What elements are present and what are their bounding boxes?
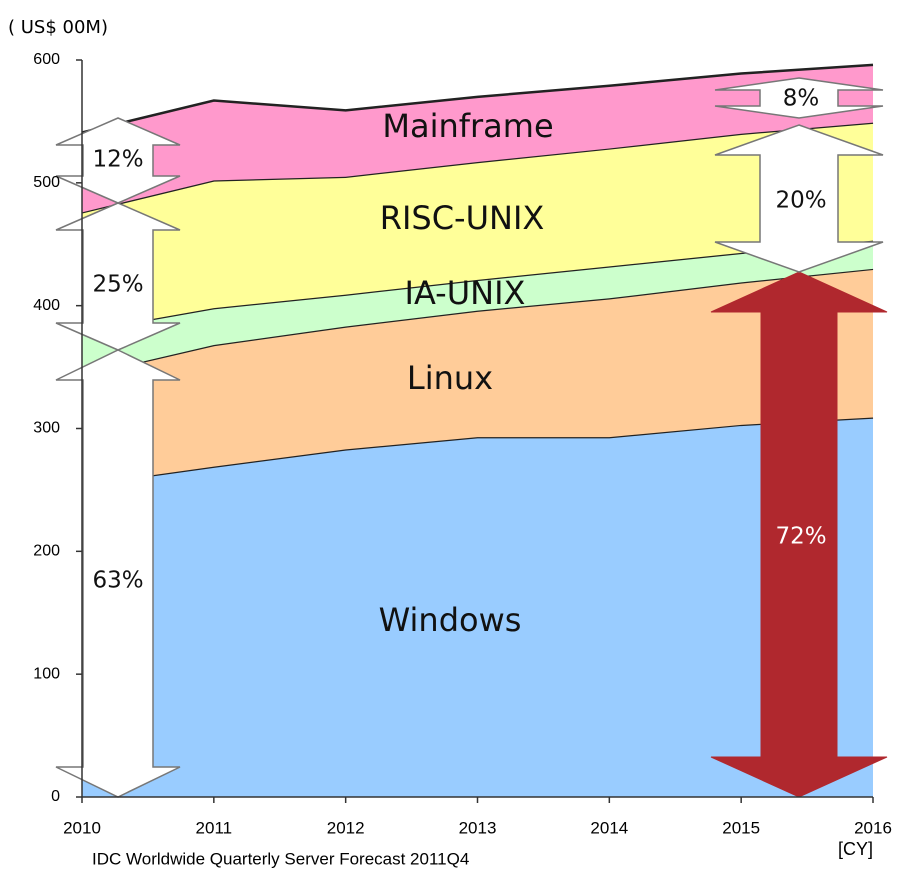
annotation: 12% — [92, 147, 143, 173]
x-axis-label: [CY] — [838, 839, 873, 859]
area — [82, 268, 873, 486]
x-tick-label: 2014 — [590, 818, 628, 837]
area — [82, 64, 873, 213]
x-tick-label: 2015 — [722, 818, 760, 837]
arrows — [55, 77, 888, 798]
area — [82, 240, 873, 376]
annotation: 8% — [783, 86, 820, 112]
area — [82, 122, 873, 332]
axes: 0 100 200 300 400 500 600 2010 2011 2012 2013 2014 2… — [33, 51, 892, 837]
arrow — [55, 202, 181, 351]
area-edge — [81, 121, 874, 214]
y-tick-label: 600 — [33, 51, 60, 68]
x-tick-label: 2016 — [854, 818, 892, 837]
y-tick-label: 200 — [33, 543, 60, 560]
y-tick-label: 0 — [51, 788, 60, 805]
series-label: RISC-UNIX — [380, 199, 545, 237]
series-label: Linux — [407, 359, 493, 397]
annotation: 72% — [775, 524, 826, 550]
x-tick-label: 2012 — [327, 818, 365, 837]
y-tick-label: 500 — [33, 174, 60, 191]
source: IDC Worldwide Quarterly Server Forecast … — [92, 849, 469, 868]
y-tick-label: 100 — [33, 665, 60, 682]
series-label: Windows — [379, 601, 522, 639]
y-tick-label: 400 — [33, 297, 60, 314]
x-tick-label: 2011 — [196, 818, 233, 837]
series-label: IA-UNIX — [405, 274, 526, 312]
annotation: 63% — [92, 568, 143, 594]
labels: Windows Linux IA-UNIX RISC-UNIX Mainframe 63%… — [92, 86, 826, 640]
annotation: 20% — [775, 188, 826, 214]
series-label: Mainframe — [382, 107, 553, 145]
arrow — [714, 124, 884, 273]
y-axis-label: ( US$ 00M) — [8, 17, 108, 38]
arrow — [714, 77, 884, 119]
areas — [81, 63, 874, 797]
x-tick-label: 2013 — [459, 818, 497, 837]
arrow — [55, 117, 181, 204]
x-tick-label: 2010 — [63, 818, 101, 837]
area-edge — [81, 63, 874, 134]
area — [82, 417, 873, 797]
annotation: 25% — [92, 272, 143, 298]
y-tick-label: 300 — [33, 420, 60, 437]
